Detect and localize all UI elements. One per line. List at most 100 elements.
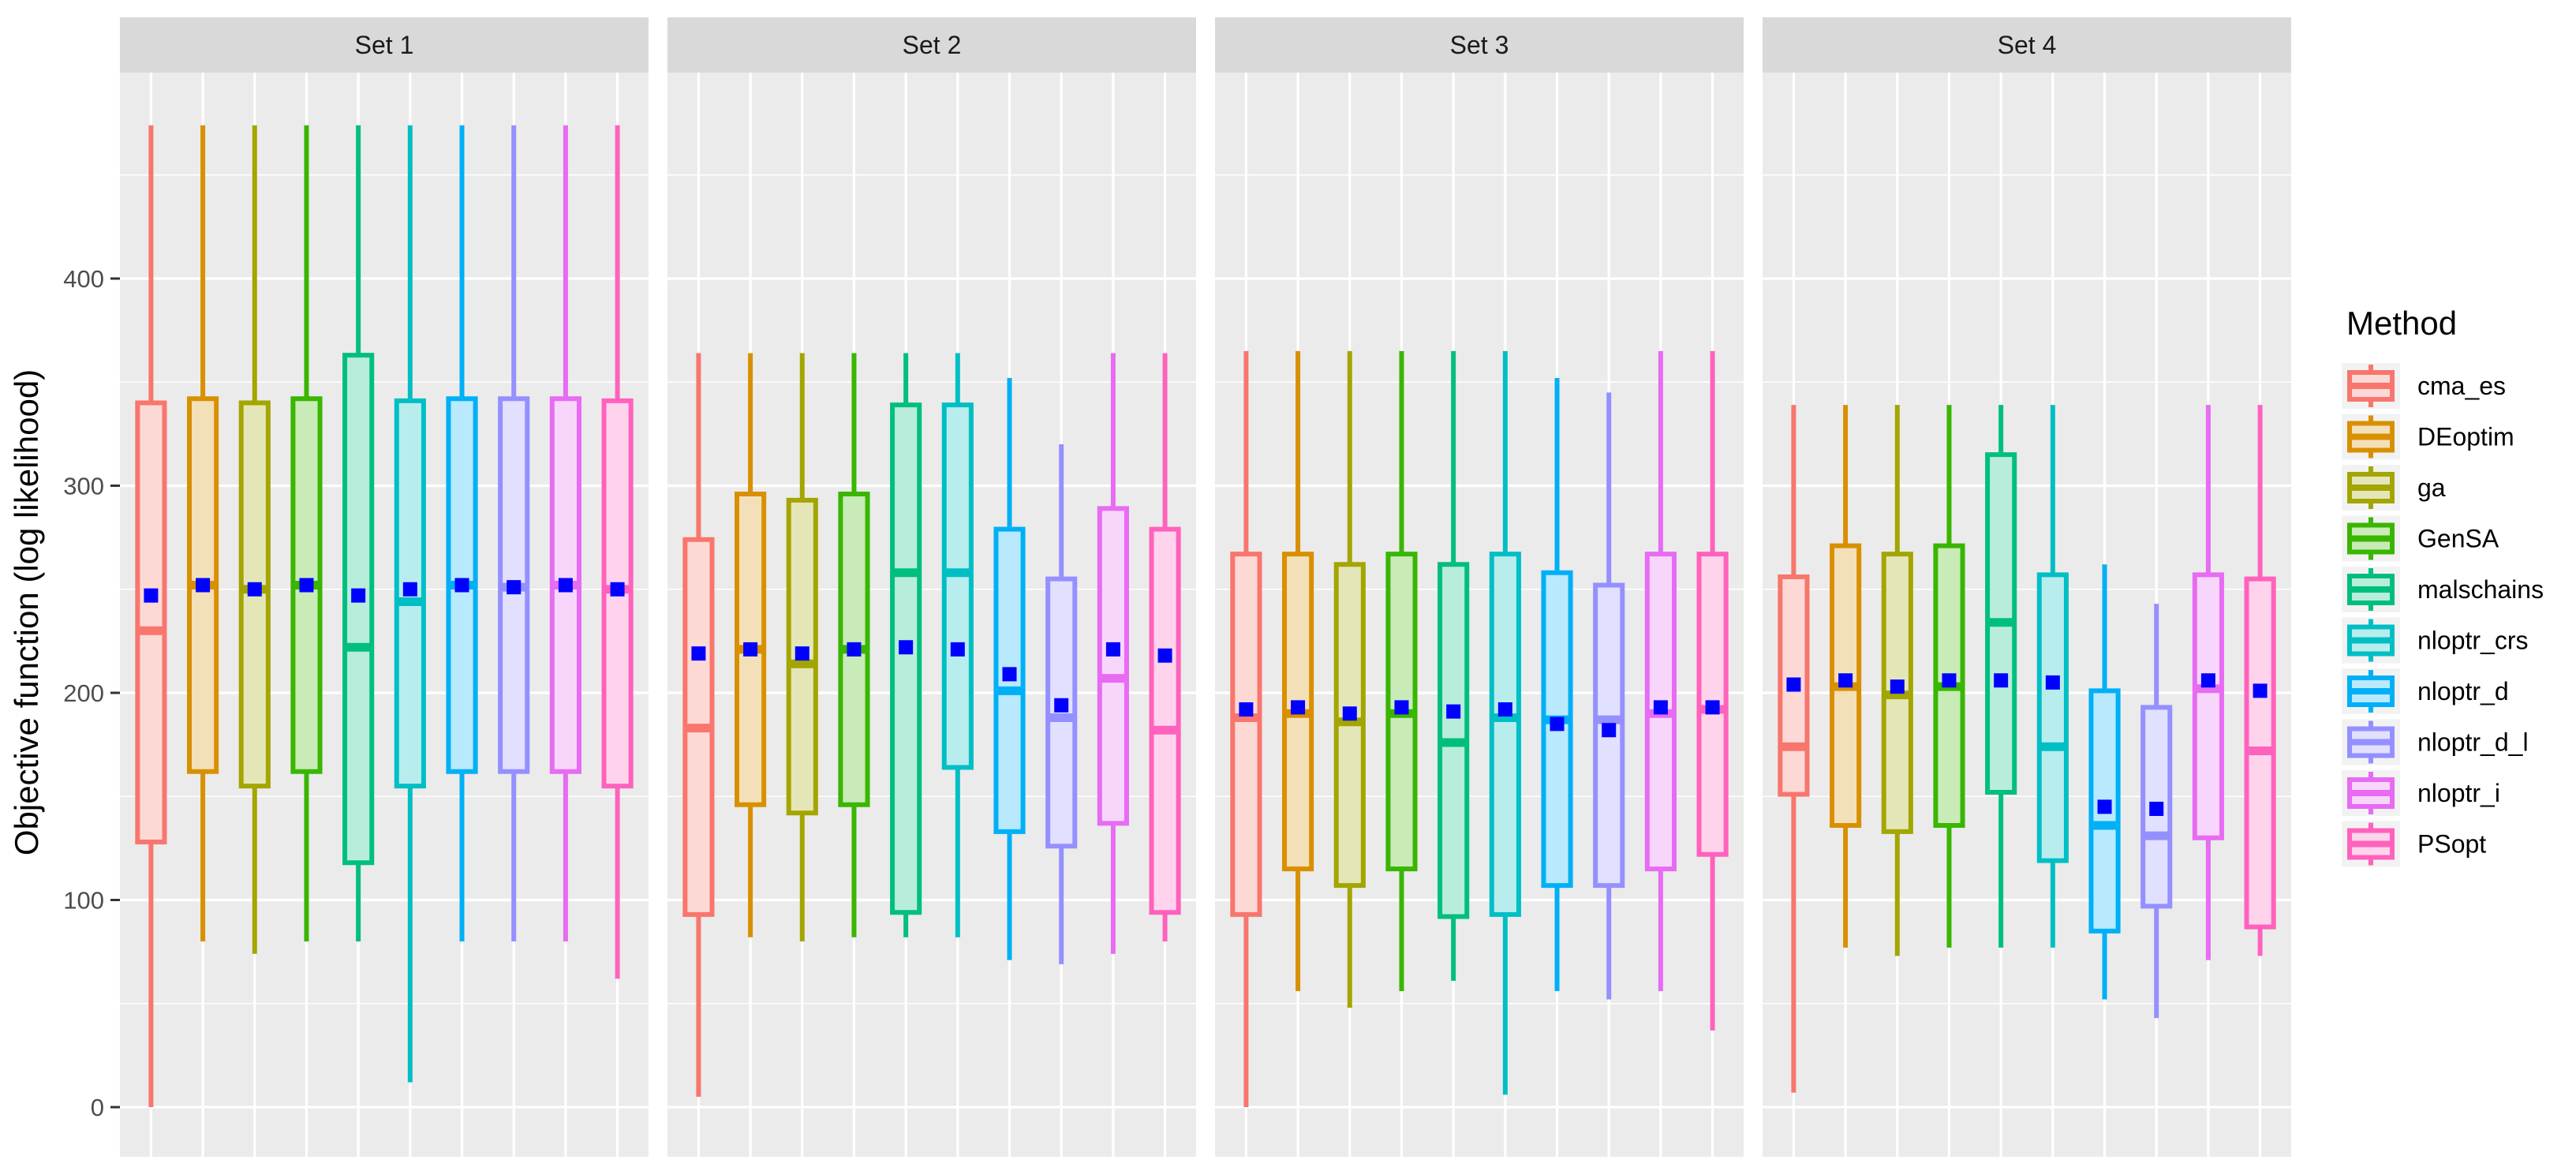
box-ga	[238, 125, 271, 954]
legend-item-ga: ga	[2342, 465, 2446, 511]
box-PSopt	[2244, 405, 2276, 956]
box-nloptr_i	[549, 125, 581, 941]
mean-marker	[1105, 642, 1120, 657]
mean-marker	[2045, 675, 2060, 690]
legend: Method cma_es DEoptim ga GenSA malschains nlo…	[2342, 305, 2544, 867]
box-iqr	[890, 402, 922, 915]
mean-marker	[196, 578, 211, 593]
box-nloptr_d_l	[1045, 444, 1078, 964]
mean-marker	[1942, 673, 1957, 688]
legend-item-label: malschains	[2417, 575, 2544, 604]
box-GenSA	[1933, 405, 1965, 948]
box-DEoptim	[187, 125, 219, 941]
box-iqr	[342, 353, 375, 866]
legend-item-nloptr_i: nloptr_i	[2342, 770, 2500, 816]
panels: Set 1 Set 2 Set 3 Set 4	[120, 17, 2291, 1157]
legend-item-label: DEoptim	[2417, 423, 2514, 451]
mean-marker	[507, 580, 522, 595]
mean-marker	[1602, 723, 1617, 738]
y-tick-label: 300	[63, 473, 104, 500]
box-PSopt	[1696, 350, 1729, 1031]
box-nloptr_crs	[2036, 405, 2069, 948]
y-axis: Objective function (log likelihood) 0 100…	[8, 265, 120, 1121]
legend-item-label: nloptr_crs	[2417, 627, 2529, 655]
mean-marker	[610, 582, 625, 597]
box-ga	[1333, 350, 1366, 1008]
box-nloptr_d_l	[2140, 604, 2173, 1019]
box-ga	[786, 353, 818, 941]
mean-marker	[144, 588, 159, 603]
legend-item-nloptr_d: nloptr_d	[2342, 668, 2509, 714]
box-nloptr_crs	[941, 353, 974, 937]
mean-marker	[847, 642, 862, 657]
legend-item-PSopt: PSopt	[2342, 821, 2486, 867]
box-nloptr_d	[2088, 564, 2121, 1000]
y-tick-label: 200	[63, 679, 104, 707]
box-malschains	[342, 125, 375, 941]
box-DEoptim	[735, 353, 767, 937]
panel-strip-label: Set 3	[1450, 31, 1509, 59]
box-iqr	[1097, 506, 1129, 826]
legend-item-DEoptim: DEoptim	[2342, 413, 2514, 460]
mean-marker	[1342, 706, 1357, 721]
mean-marker	[1838, 673, 1853, 688]
y-tick-label: 400	[63, 265, 104, 293]
box-iqr	[2192, 572, 2224, 840]
y-tick-label: 0	[91, 1094, 104, 1121]
mean-marker	[247, 582, 262, 597]
mean-marker	[1239, 702, 1254, 717]
mean-marker	[950, 642, 965, 657]
mean-marker	[2253, 683, 2268, 698]
box-malschains	[890, 353, 922, 937]
mean-marker	[1786, 677, 1801, 692]
mean-marker	[1054, 698, 1069, 713]
box-cma_es	[682, 353, 715, 1097]
legend-item-label: ga	[2417, 473, 2446, 502]
legend-item-label: GenSA	[2417, 525, 2499, 553]
box-nloptr_d	[446, 125, 478, 941]
box-nloptr_d_l	[498, 125, 530, 941]
box-iqr	[786, 497, 818, 816]
box-cma_es	[1778, 405, 1810, 1093]
mean-marker	[1157, 648, 1172, 663]
box-nloptr_d_l	[1593, 392, 1625, 1000]
panel-strip	[120, 17, 649, 73]
box-DEoptim	[1830, 405, 1862, 948]
box-iqr	[941, 402, 974, 770]
box-nloptr_d	[993, 378, 1026, 960]
box-nloptr_i	[1097, 353, 1129, 954]
box-cma_es	[135, 125, 167, 1107]
box-cma_es	[1230, 350, 1262, 1107]
legend-item-nloptr_crs: nloptr_crs	[2342, 617, 2529, 664]
mean-marker	[2149, 802, 2164, 816]
box-malschains	[1438, 350, 1470, 981]
mean-marker	[299, 578, 314, 593]
legend-item-label: nloptr_d	[2417, 677, 2509, 705]
legend-title: Method	[2346, 305, 2457, 342]
mean-marker	[351, 588, 366, 603]
box-PSopt	[601, 125, 634, 979]
mean-marker	[454, 578, 469, 593]
mean-marker	[1446, 704, 1461, 719]
box-PSopt	[1149, 353, 1181, 941]
mean-marker	[1705, 700, 1720, 715]
box-GenSA	[290, 125, 323, 941]
mean-marker	[794, 646, 809, 661]
box-iqr	[1149, 526, 1181, 915]
legend-item-GenSA: GenSA	[2342, 515, 2499, 562]
mean-marker	[1394, 700, 1409, 715]
box-nloptr_i	[2192, 405, 2224, 960]
box-iqr	[2036, 572, 2069, 863]
box-iqr	[135, 400, 167, 844]
mean-marker	[1550, 717, 1565, 732]
mean-marker	[899, 640, 914, 655]
mean-marker	[1497, 702, 1512, 717]
box-GenSA	[838, 353, 870, 937]
mean-marker	[1890, 679, 1905, 694]
panel-strip	[1763, 17, 2291, 73]
mean-marker	[558, 578, 573, 593]
box-nloptr_d	[1541, 378, 1573, 991]
mean-marker	[402, 582, 417, 597]
box-iqr	[1230, 552, 1262, 917]
